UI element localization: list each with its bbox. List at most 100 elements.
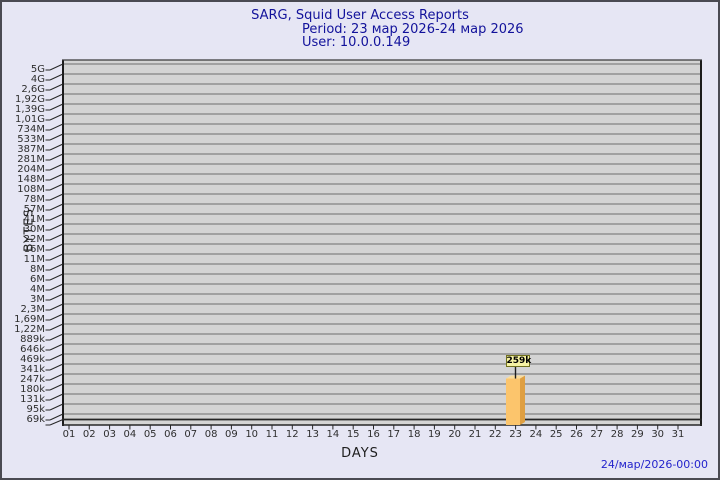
floor-depth-line (49, 419, 64, 426)
y-tick-label: 1,22M (14, 324, 45, 335)
y-tick-depth-line (49, 113, 64, 121)
y-tick-label: 11M (23, 254, 45, 265)
x-tick-label: 19 (428, 429, 441, 440)
y-tick-depth-line (49, 83, 64, 91)
y-tick-depth-line (49, 293, 64, 301)
y-tick-depth-line (49, 153, 64, 161)
y-tick-label: 204M (17, 164, 45, 175)
x-tick-label: 27 (590, 429, 604, 440)
y-tick-label: 57M (23, 204, 45, 215)
y-tick-depth-line (49, 143, 64, 151)
y-tick-depth-line (49, 313, 64, 321)
y-tick-depth-line (49, 193, 64, 201)
y-tick-depth-line (49, 323, 64, 331)
x-tick-label: 23 (509, 429, 522, 440)
y-tick-label: 180k (20, 384, 45, 395)
x-tick-label: 05 (143, 429, 157, 440)
y-tick-depth-line (49, 263, 64, 271)
y-tick-label: 533M (17, 134, 45, 145)
y-tick-label: 16M (23, 244, 45, 255)
x-tick-label: 17 (387, 429, 401, 440)
x-tick-label: 06 (164, 429, 177, 440)
y-tick-depth-line (49, 363, 64, 371)
x-tick-label: 25 (549, 429, 563, 440)
y-tick-label: 387M (17, 144, 45, 155)
x-tick-label: 29 (631, 429, 644, 440)
y-tick-label: 95k (26, 404, 45, 415)
y-tick-label: 1,69M (14, 314, 45, 325)
bar-front-face (506, 378, 520, 425)
y-tick-depth-line (49, 73, 64, 81)
y-tick-label: 8M (30, 264, 45, 275)
x-tick-label: 16 (367, 429, 380, 440)
y-tick-label: 2,6G (21, 84, 45, 95)
y-tick-label: 4M (30, 284, 45, 295)
y-tick-depth-line (49, 283, 64, 291)
y-tick-label: 281M (17, 154, 45, 165)
y-tick-depth-line (49, 343, 64, 351)
y-tick-label: 69k (26, 414, 45, 425)
y-tick-label: 4G (30, 74, 45, 85)
y-tick-label: 148M (17, 174, 45, 185)
generated-timestamp: 24/мар/2026-00:00 (600, 458, 708, 471)
y-tick-label: 646k (20, 344, 45, 355)
y-tick-depth-line (49, 413, 64, 421)
y-tick-depth-line (49, 333, 64, 341)
y-tick-depth-line (49, 303, 64, 311)
y-tick-label: 131k (20, 394, 45, 405)
x-tick-label: 03 (103, 429, 116, 440)
x-tick-label: 01 (62, 429, 76, 440)
y-tick-depth-line (49, 223, 64, 231)
x-tick-label: 09 (225, 429, 238, 440)
y-tick-depth-line (49, 183, 64, 191)
x-tick-label: 31 (671, 429, 685, 440)
y-tick-depth-line (49, 353, 64, 361)
y-tick-label: 78M (23, 194, 45, 205)
y-tick-label: 2,3M (20, 304, 45, 315)
y-tick-label: 3M (30, 294, 45, 305)
x-tick-label: 26 (570, 429, 583, 440)
x-tick-label: 24 (529, 429, 543, 440)
x-tick-label: 14 (326, 429, 340, 440)
y-tick-depth-line (49, 393, 64, 401)
x-tick-label: 21 (468, 429, 482, 440)
y-tick-label: 108M (17, 184, 45, 195)
report-period: Period: 23 мар 2026-24 мар 2026 (302, 22, 524, 37)
y-tick-depth-line (49, 123, 64, 131)
y-tick-depth-line (49, 163, 64, 171)
y-tick-depth-line (49, 273, 64, 281)
bar-side-face (520, 375, 525, 425)
y-tick-label: 6M (30, 274, 45, 285)
y-tick-label: 41M (23, 214, 45, 225)
report-user: User: 10.0.0.149 (302, 35, 411, 50)
x-tick-label: 04 (123, 429, 137, 440)
x-tick-label: 13 (306, 429, 319, 440)
y-tick-label: 734M (17, 124, 45, 135)
y-tick-label: 889k (20, 334, 45, 345)
y-tick-label: 247k (20, 374, 45, 385)
y-tick-depth-line (49, 243, 64, 251)
y-tick-depth-line (49, 63, 64, 71)
x-tick-label: 08 (204, 429, 218, 440)
y-tick-label: 1,39G (14, 104, 45, 115)
annotation-value-label: 259k (505, 354, 532, 367)
x-tick-label: 12 (285, 429, 299, 440)
plot-wall (62, 60, 702, 425)
x-tick-label: 10 (245, 429, 259, 440)
y-tick-label: 5G (30, 64, 45, 75)
x-tick-label: 18 (407, 429, 421, 440)
y-tick-depth-line (49, 253, 64, 261)
x-tick-label: 11 (265, 429, 279, 440)
y-tick-depth-line (49, 173, 64, 181)
x-tick-label: 22 (488, 429, 502, 440)
y-tick-label: 1,92G (14, 94, 45, 105)
x-tick-label: 30 (651, 429, 665, 440)
y-tick-depth-line (49, 203, 64, 211)
y-tick-depth-line (49, 403, 64, 411)
x-tick-label: 02 (82, 429, 96, 440)
y-tick-label: 30M (23, 224, 45, 235)
y-tick-depth-line (49, 383, 64, 391)
y-tick-label: 341k (20, 364, 45, 375)
